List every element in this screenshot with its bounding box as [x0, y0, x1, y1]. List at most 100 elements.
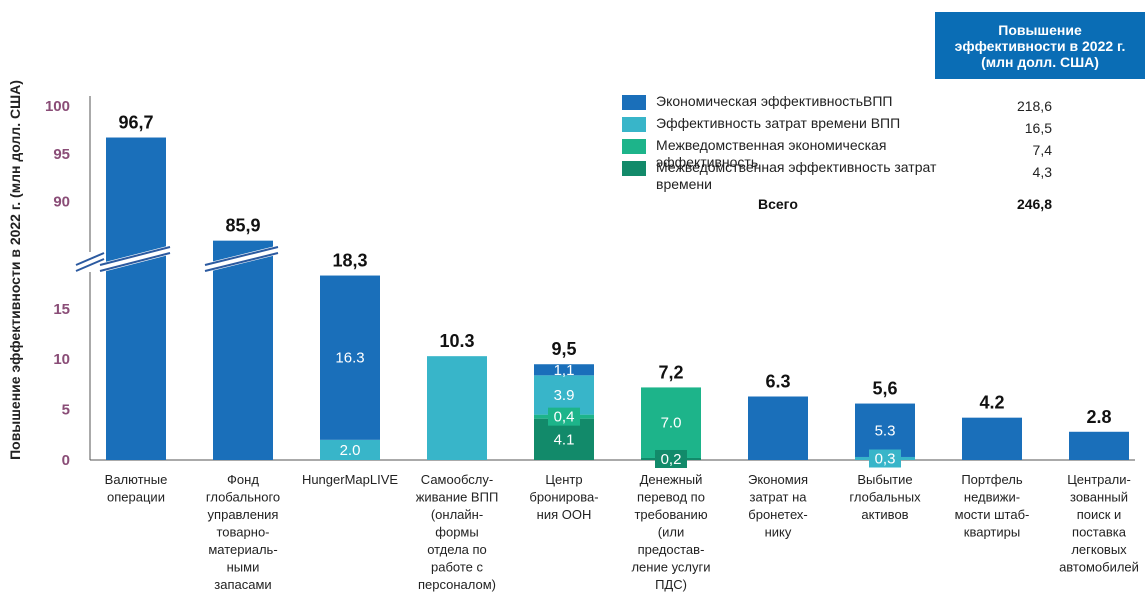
- category-label: запасами: [214, 577, 271, 592]
- category-label: Центр: [545, 472, 582, 487]
- category-label: бронетех-: [748, 507, 807, 522]
- axis-break-gap: [203, 245, 280, 273]
- legend-value: 4,3: [1032, 164, 1052, 180]
- legend-title: Повышение эффективности в 2022 г. (млн д…: [954, 21, 1126, 70]
- total-label: 6.3: [765, 371, 790, 391]
- total-label: 10.3: [439, 331, 474, 351]
- bar-8-segment: [855, 403, 915, 457]
- category-label: HungerMapLIVE: [302, 472, 398, 487]
- y-axis-label: Повышение эффективности в 2022 г. (млн д…: [7, 80, 23, 460]
- category-label: бронирова-: [529, 490, 598, 505]
- category-label: персоналом): [418, 577, 496, 592]
- legend-value: 218,6: [1016, 98, 1052, 114]
- category-label: Экономия: [748, 472, 808, 487]
- axis-break-gap: [74, 251, 106, 273]
- category-label: Самообслу-: [421, 472, 493, 487]
- legend-total-label: Всего: [758, 196, 798, 212]
- total-label: 5,6: [872, 379, 897, 399]
- total-label: 4.2: [979, 393, 1004, 413]
- category-label: (онлайн-: [431, 507, 483, 522]
- data-label: 16.3: [335, 350, 364, 367]
- axis-break-mark: [99, 246, 171, 266]
- legend-item-wfp-time: Эффективность затрат времени ВПП 16,5: [622, 114, 1052, 136]
- data-label: 1,1: [554, 362, 575, 379]
- category-label: активов: [861, 507, 908, 522]
- category-label: ния ООН: [537, 507, 592, 522]
- y-tick-label: 10: [53, 351, 70, 368]
- total-label: 7,2: [658, 362, 683, 382]
- legend-swatch: [622, 95, 646, 110]
- legend-total-value: 246,8: [1016, 196, 1052, 212]
- y-tick-label: 100: [45, 98, 70, 115]
- axis-break-mark: [204, 246, 279, 266]
- total-label: 2.8: [1086, 407, 1111, 427]
- data-label: 3.9: [554, 387, 575, 404]
- legend-label: Межведомственная экономическая эффективн…: [656, 137, 887, 170]
- y-tick-label: 5: [62, 402, 70, 419]
- bar-2-segment: [213, 240, 273, 460]
- legend-swatch: [622, 117, 646, 132]
- category-label: отдела по: [427, 542, 487, 557]
- category-label: предостав-: [638, 542, 705, 557]
- bar-10-segment: [1069, 431, 1129, 460]
- category-label: квартиры: [964, 525, 1020, 540]
- axis-break-mark: [75, 252, 105, 266]
- axis-break-mark: [75, 258, 105, 272]
- data-label: 2.0: [340, 442, 361, 459]
- bar-5-segment: [534, 364, 594, 376]
- data-label: 5.3: [875, 422, 896, 439]
- category-label: Портфель: [961, 472, 1023, 487]
- total-label: 9,5: [551, 339, 576, 359]
- axis-break-mark: [99, 252, 171, 272]
- category-label: (или: [658, 525, 684, 540]
- category-label: перевод по: [637, 490, 705, 505]
- legend-label: Экономическая эффективностьВПП: [656, 93, 893, 109]
- legend-label: Межведомственная эффективность затрат вр…: [656, 159, 937, 192]
- bar-1-segment: [106, 137, 166, 460]
- category-label: управления: [208, 507, 279, 522]
- legend: Экономическая эффективностьВПП 218,6 Эфф…: [622, 92, 1052, 212]
- legend-swatch: [622, 161, 646, 176]
- category-label: требованию: [634, 507, 707, 522]
- category-label: товарно-: [217, 525, 270, 540]
- data-label: 4.1: [554, 431, 575, 448]
- legend-item-wfp-economic: Экономическая эффективностьВПП 218,6: [622, 92, 1052, 114]
- category-label: Выбытие: [857, 472, 912, 487]
- data-label-pad: [548, 407, 580, 426]
- category-label: глобальных: [849, 490, 921, 505]
- bar-3-segment: [320, 439, 380, 460]
- category-label: формы: [435, 525, 478, 540]
- legend-item-interagency-economic: Межведомственная экономическая эффективн…: [622, 136, 1052, 170]
- legend-value: 7,4: [1032, 142, 1052, 158]
- category-label: живание ВПП: [416, 490, 499, 505]
- category-label: Централи-: [1067, 472, 1131, 487]
- axis-break-gap: [98, 245, 172, 273]
- category-label: материаль-: [208, 542, 277, 557]
- data-label-pad: [869, 449, 901, 468]
- total-label: 85,9: [225, 216, 260, 236]
- data-label: 7.0: [661, 415, 682, 432]
- legend-swatch: [622, 139, 646, 154]
- category-label: ПДС): [655, 577, 687, 592]
- legend-title-box: Повышение эффективности в 2022 г. (млн д…: [935, 12, 1145, 79]
- category-label: ление услуги: [631, 560, 710, 575]
- total-label: 18,3: [332, 251, 367, 271]
- y-tick-label: 0: [62, 452, 70, 469]
- data-label: 0,3: [875, 450, 896, 467]
- category-label: Денежный: [640, 472, 703, 487]
- y-tick-label: 90: [53, 194, 70, 211]
- y-tick-label: 15: [53, 301, 70, 318]
- category-label: недвижи-: [964, 490, 1020, 505]
- legend-value: 16,5: [1024, 120, 1052, 136]
- category-label: зованный: [1070, 490, 1128, 505]
- category-label: Фонд: [227, 472, 259, 487]
- legend-label: Эффективность затрат времени ВПП: [656, 115, 901, 131]
- bar-9-segment: [962, 417, 1022, 460]
- category-label: Валютные: [105, 472, 168, 487]
- bar-6-segment: [641, 387, 701, 458]
- data-label: 0,4: [554, 409, 575, 426]
- category-label: работе с: [431, 560, 484, 575]
- category-label: поиск и: [1077, 507, 1122, 522]
- data-label-pad: [655, 449, 687, 468]
